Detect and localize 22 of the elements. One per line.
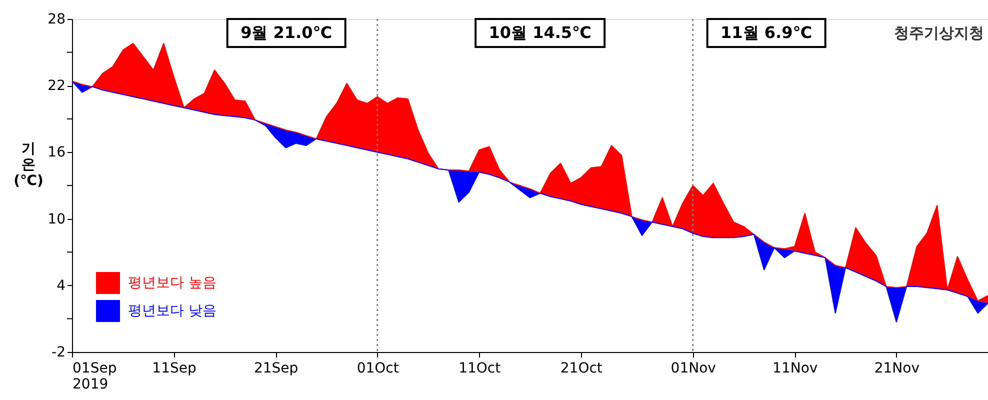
x-tick-label: 01Sep 2019 xyxy=(72,360,117,392)
annotation: 11월 6.9℃ xyxy=(720,23,812,42)
x-tick-label: 11Oct xyxy=(458,360,502,376)
y-axis-title: 기 온 (℃) xyxy=(14,141,44,189)
y-tick-label: 16 xyxy=(48,144,66,161)
x-tick-label: 11Nov xyxy=(772,360,818,376)
annotation: 청주기상지청 xyxy=(894,24,984,42)
annotation: 10월 14.5℃ xyxy=(488,23,592,42)
x-tick-label: 01Nov xyxy=(670,360,716,376)
x-tick-label: 11Sep xyxy=(152,360,196,376)
x-tick-label: 21Nov xyxy=(874,360,920,376)
x-tick-label: 21Sep xyxy=(254,360,298,376)
text: 평년보다 낮음 xyxy=(128,303,216,319)
x-tick-label: 21Oct xyxy=(560,360,603,376)
annotation: 9월 21.0℃ xyxy=(240,23,332,42)
y-tick-label: -2 xyxy=(52,344,66,360)
y-tick-label: 28 xyxy=(48,12,66,28)
x-tick-label: 01Oct xyxy=(356,360,400,376)
y-tick-label: 10 xyxy=(48,211,66,228)
y-tick-label: 22 xyxy=(48,78,66,94)
text: 평년보다 높음 xyxy=(128,275,216,291)
y-tick-label: 4 xyxy=(56,278,66,294)
